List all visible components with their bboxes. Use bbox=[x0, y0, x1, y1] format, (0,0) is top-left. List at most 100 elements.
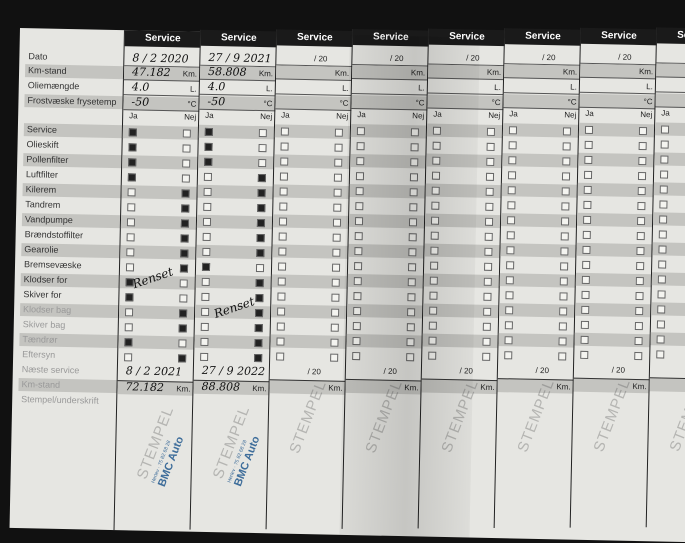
nej-checkbox[interactable] bbox=[407, 278, 416, 287]
ja-checkbox[interactable] bbox=[353, 292, 362, 301]
ja-checkbox[interactable] bbox=[506, 231, 515, 240]
nej-checkbox[interactable] bbox=[409, 173, 419, 182]
ja-checkbox[interactable] bbox=[583, 200, 592, 210]
nej-checkbox[interactable] bbox=[334, 128, 343, 137]
ja-checkbox[interactable] bbox=[276, 352, 285, 361]
ja-checkbox[interactable] bbox=[126, 248, 135, 257]
ja-checkbox[interactable] bbox=[203, 202, 212, 212]
ja-checkbox[interactable] bbox=[352, 322, 361, 331]
nej-checkbox[interactable] bbox=[410, 158, 419, 167]
nej-checkbox[interactable] bbox=[410, 128, 419, 137]
ja-checkbox[interactable] bbox=[656, 335, 665, 344]
nej-checkbox[interactable] bbox=[482, 352, 491, 361]
nej-checkbox[interactable] bbox=[484, 247, 493, 256]
nej-checkbox[interactable] bbox=[408, 218, 418, 227]
ja-checkbox[interactable] bbox=[356, 157, 365, 166]
ja-checkbox[interactable] bbox=[584, 140, 593, 150]
nej-checkbox[interactable] bbox=[560, 232, 569, 241]
nej-checkbox[interactable] bbox=[258, 159, 267, 168]
ja-checkbox[interactable] bbox=[431, 171, 441, 180]
ja-checkbox[interactable] bbox=[583, 215, 592, 225]
ja-checkbox[interactable] bbox=[124, 323, 133, 332]
ja-checkbox[interactable] bbox=[124, 338, 133, 347]
nej-checkbox[interactable] bbox=[330, 338, 339, 347]
ja-checkbox[interactable] bbox=[658, 260, 667, 269]
nej-checkbox[interactable] bbox=[331, 308, 340, 317]
ja-checkbox[interactable] bbox=[429, 291, 438, 300]
nej-checkbox[interactable] bbox=[561, 187, 570, 196]
ja-checkbox[interactable] bbox=[580, 320, 589, 329]
ja-checkbox[interactable] bbox=[430, 246, 439, 255]
nej-checkbox[interactable] bbox=[560, 247, 569, 256]
ja-checkbox[interactable] bbox=[430, 261, 439, 270]
nej-checkbox[interactable] bbox=[485, 187, 494, 196]
nej-checkbox[interactable] bbox=[634, 321, 643, 331]
nej-checkbox[interactable] bbox=[330, 353, 339, 362]
nej-checkbox[interactable] bbox=[258, 129, 267, 138]
nej-checkbox[interactable] bbox=[408, 248, 417, 257]
nej-checkbox[interactable] bbox=[635, 291, 644, 301]
ja-checkbox[interactable] bbox=[507, 171, 517, 180]
ja-checkbox[interactable] bbox=[431, 201, 440, 210]
ja-checkbox[interactable] bbox=[582, 245, 591, 254]
nej-checkbox[interactable] bbox=[484, 217, 494, 226]
ja-checkbox[interactable] bbox=[204, 127, 213, 137]
nej-checkbox[interactable] bbox=[254, 338, 263, 348]
nej-checkbox[interactable] bbox=[178, 309, 188, 318]
ja-checkbox[interactable] bbox=[431, 186, 440, 195]
ja-checkbox[interactable] bbox=[505, 276, 514, 285]
nej-checkbox[interactable] bbox=[178, 324, 187, 333]
ja-checkbox[interactable] bbox=[504, 321, 513, 330]
ja-checkbox[interactable] bbox=[355, 187, 364, 196]
ja-checkbox[interactable] bbox=[657, 275, 666, 284]
nej-checkbox[interactable] bbox=[486, 127, 496, 136]
nej-checkbox[interactable] bbox=[255, 293, 264, 303]
ja-checkbox[interactable] bbox=[507, 201, 516, 210]
ja-checkbox[interactable] bbox=[276, 322, 285, 331]
ja-checkbox[interactable] bbox=[200, 322, 209, 332]
ja-checkbox[interactable] bbox=[432, 156, 441, 165]
nej-checkbox[interactable] bbox=[178, 339, 187, 348]
nej-checkbox[interactable] bbox=[636, 231, 645, 241]
ja-checkbox[interactable] bbox=[201, 262, 211, 272]
nej-checkbox[interactable] bbox=[333, 203, 342, 212]
nej-checkbox[interactable] bbox=[406, 338, 415, 347]
ja-checkbox[interactable] bbox=[125, 293, 134, 302]
ja-checkbox[interactable] bbox=[203, 172, 213, 182]
nej-checkbox[interactable] bbox=[181, 174, 190, 183]
nej-checkbox[interactable] bbox=[638, 126, 648, 136]
nej-checkbox[interactable] bbox=[560, 217, 570, 226]
ja-checkbox[interactable] bbox=[200, 352, 209, 362]
ja-checkbox[interactable] bbox=[429, 306, 438, 315]
ja-checkbox[interactable] bbox=[353, 277, 362, 286]
nej-checkbox[interactable] bbox=[331, 263, 341, 272]
nej-checkbox[interactable] bbox=[257, 189, 266, 198]
ja-checkbox[interactable] bbox=[659, 185, 668, 194]
nej-checkbox[interactable] bbox=[179, 294, 188, 303]
ja-checkbox[interactable] bbox=[354, 232, 363, 241]
ja-checkbox[interactable] bbox=[354, 247, 363, 256]
ja-checkbox[interactable] bbox=[432, 141, 441, 150]
nej-checkbox[interactable] bbox=[181, 204, 190, 213]
nej-checkbox[interactable] bbox=[334, 143, 343, 152]
nej-checkbox[interactable] bbox=[561, 202, 570, 211]
ja-checkbox[interactable] bbox=[581, 290, 590, 299]
ja-checkbox[interactable] bbox=[580, 335, 589, 344]
ja-checkbox[interactable] bbox=[352, 352, 361, 361]
ja-checkbox[interactable] bbox=[428, 336, 437, 345]
nej-checkbox[interactable] bbox=[256, 219, 266, 228]
nej-checkbox[interactable] bbox=[483, 292, 492, 301]
ja-checkbox[interactable] bbox=[276, 337, 285, 346]
ja-checkbox[interactable] bbox=[127, 173, 136, 182]
ja-checkbox[interactable] bbox=[126, 218, 136, 227]
ja-checkbox[interactable] bbox=[506, 261, 515, 270]
nej-checkbox[interactable] bbox=[254, 308, 264, 318]
nej-checkbox[interactable] bbox=[562, 142, 571, 151]
ja-checkbox[interactable] bbox=[280, 142, 289, 151]
nej-checkbox[interactable] bbox=[634, 351, 643, 361]
nej-checkbox[interactable] bbox=[407, 263, 417, 272]
ja-checkbox[interactable] bbox=[277, 307, 286, 316]
nej-checkbox[interactable] bbox=[558, 337, 567, 346]
ja-checkbox[interactable] bbox=[507, 186, 516, 195]
nej-checkbox[interactable] bbox=[486, 157, 495, 166]
